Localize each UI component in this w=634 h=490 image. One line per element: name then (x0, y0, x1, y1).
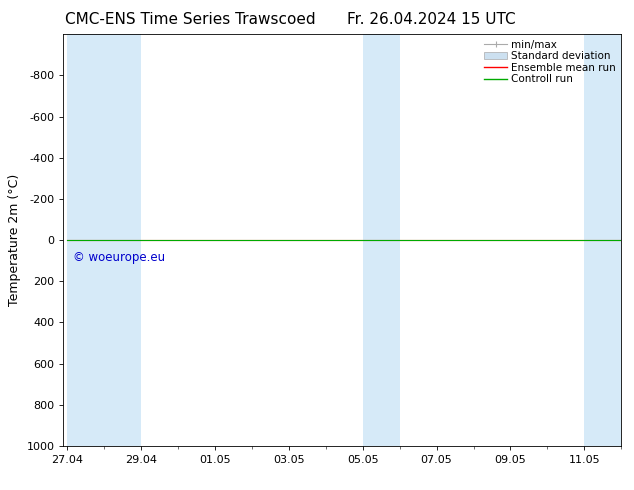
Legend: min/max, Standard deviation, Ensemble mean run, Controll run: min/max, Standard deviation, Ensemble me… (482, 37, 618, 86)
Text: CMC-ENS Time Series Trawscoed: CMC-ENS Time Series Trawscoed (65, 12, 316, 27)
Bar (104, 34, 141, 446)
Bar (363, 34, 399, 446)
Y-axis label: Temperature 2m (°C): Temperature 2m (°C) (8, 174, 21, 306)
Text: © woeurope.eu: © woeurope.eu (73, 251, 165, 265)
Bar (585, 34, 625, 446)
Bar (67, 34, 104, 446)
Text: Fr. 26.04.2024 15 UTC: Fr. 26.04.2024 15 UTC (347, 12, 515, 27)
